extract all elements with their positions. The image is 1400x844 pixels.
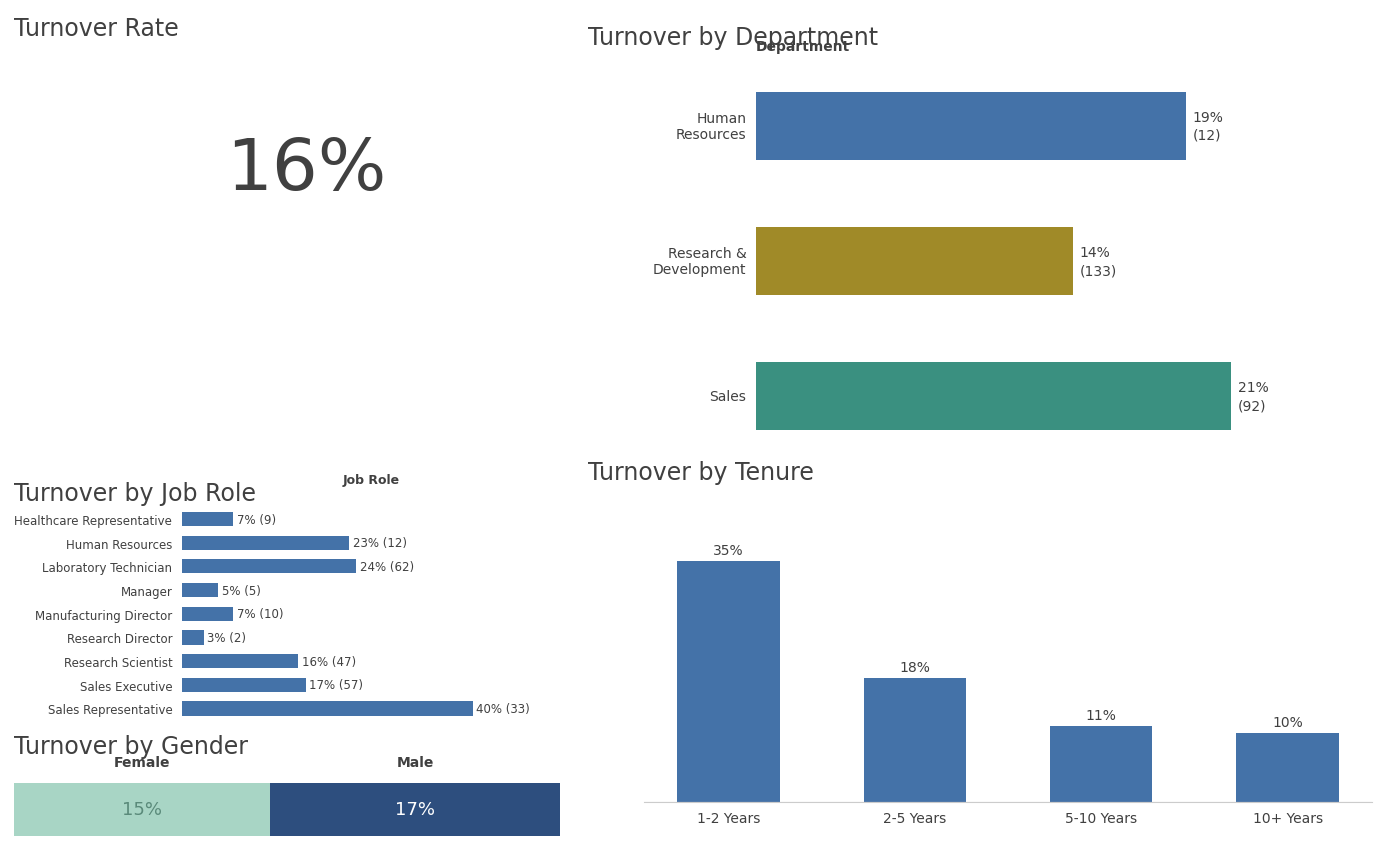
Text: Department: Department xyxy=(756,40,850,54)
Bar xyxy=(182,512,232,527)
Bar xyxy=(182,583,218,598)
Text: 5% (5): 5% (5) xyxy=(223,584,260,597)
Bar xyxy=(182,678,305,692)
Text: Turnover Rate: Turnover Rate xyxy=(14,17,179,41)
Text: 21%
(92): 21% (92) xyxy=(1238,381,1268,413)
Text: 10%: 10% xyxy=(1273,715,1303,729)
Bar xyxy=(182,654,298,668)
Text: Male: Male xyxy=(396,755,434,769)
Bar xyxy=(182,630,204,645)
Text: 17%: 17% xyxy=(395,800,435,818)
Text: 3% (2): 3% (2) xyxy=(207,631,246,644)
Bar xyxy=(1050,726,1152,802)
Bar xyxy=(182,560,357,574)
Text: Job Role: Job Role xyxy=(343,473,399,486)
Text: Turnover by Job Role: Turnover by Job Role xyxy=(14,482,256,506)
Text: 24% (62): 24% (62) xyxy=(360,560,414,573)
Bar xyxy=(182,701,473,716)
Bar xyxy=(270,783,560,836)
Text: Turnover by Gender: Turnover by Gender xyxy=(14,734,248,758)
Bar xyxy=(14,783,270,836)
Bar xyxy=(182,607,232,621)
Text: 14%
(133): 14% (133) xyxy=(1079,246,1117,278)
Text: 11%: 11% xyxy=(1086,708,1117,722)
Text: 18%: 18% xyxy=(899,660,930,674)
Text: 15%: 15% xyxy=(122,800,162,818)
Text: 7% (9): 7% (9) xyxy=(237,513,276,526)
Bar xyxy=(182,536,349,550)
Text: 16% (47): 16% (47) xyxy=(302,655,356,668)
Text: Turnover by Tenure: Turnover by Tenure xyxy=(588,461,813,484)
Text: 16%: 16% xyxy=(227,136,386,205)
Text: 7% (10): 7% (10) xyxy=(237,608,283,620)
Bar xyxy=(1236,733,1338,802)
Bar xyxy=(756,363,1231,430)
Text: 17% (57): 17% (57) xyxy=(309,679,363,691)
Text: 35%: 35% xyxy=(713,544,743,557)
Text: 23% (12): 23% (12) xyxy=(353,537,407,549)
Bar xyxy=(678,561,780,802)
Text: Turnover by Department: Turnover by Department xyxy=(588,26,878,50)
Bar xyxy=(756,228,1072,295)
Bar xyxy=(756,93,1186,160)
Bar xyxy=(864,678,966,802)
Text: Female: Female xyxy=(113,755,171,769)
Text: 19%
(12): 19% (12) xyxy=(1193,111,1224,143)
Text: 40% (33): 40% (33) xyxy=(476,702,531,715)
